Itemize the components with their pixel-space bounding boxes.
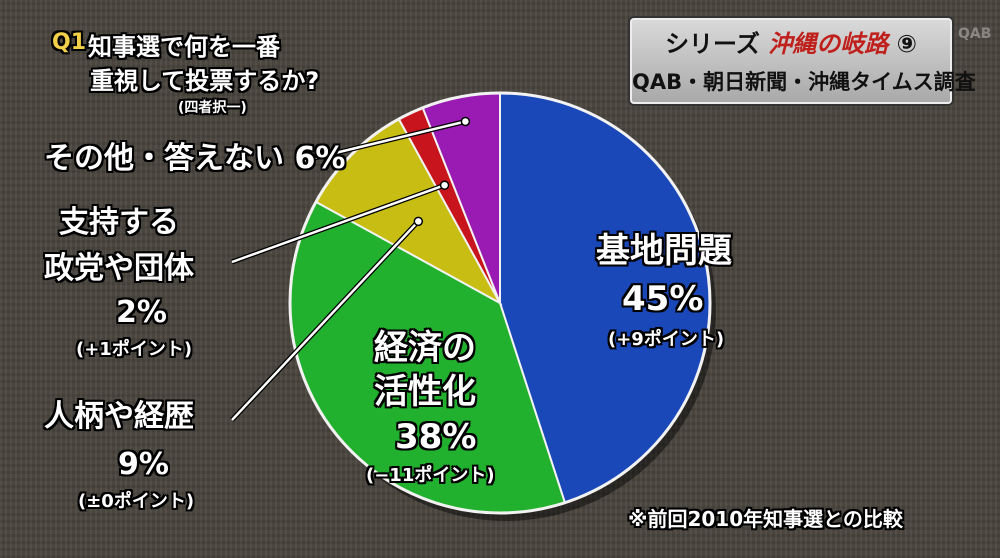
- slice-change-party: (+1ポイント): [76, 339, 193, 360]
- slice-label-personality: 人柄や経歴: [44, 399, 194, 434]
- slice-label-economy-line1: 経済の: [374, 328, 476, 368]
- pie-slices: [288, 91, 716, 521]
- pie-rim: [288, 91, 712, 515]
- question-title-line1: 知事選で何を一番: [88, 33, 280, 61]
- slice-label-other: その他・答えない 6%: [44, 141, 346, 176]
- slice-value-personality: 9%: [118, 447, 169, 482]
- question-badge: Q1: [52, 30, 87, 55]
- series-name: 沖縄の岐路: [768, 30, 889, 58]
- leader-personality-dot: [413, 216, 424, 227]
- slice-label-party: 支持する 政党や団体: [44, 200, 194, 292]
- series-title: シリーズ 沖縄の岐路 ⑨: [632, 24, 950, 59]
- series-prefix: シリーズ: [665, 30, 760, 58]
- slice-change-personality: (±0ポイント): [78, 491, 195, 512]
- slice-value-base: 45%: [622, 279, 704, 319]
- slice-label-base: 基地問題: [596, 231, 732, 271]
- slice-label-economy-line2: 活性化: [374, 372, 476, 412]
- series-sources: QAB・朝日新聞・沖縄タイムス調査: [632, 70, 976, 94]
- question-note: (四者択一): [178, 100, 247, 116]
- slice-value-economy: 38%: [395, 417, 477, 457]
- slice-change-economy: (−11ポイント): [366, 465, 495, 486]
- leader-party-dot: [439, 180, 450, 190]
- leader-personality: [231, 220, 420, 421]
- series-banner: シリーズ 沖縄の岐路 ⑨ QAB・朝日新聞・沖縄タイムス調査: [630, 18, 976, 104]
- question-title: 知事選で何を一番 重視して投票するか?: [88, 30, 319, 98]
- station-logo: QAB: [958, 26, 992, 42]
- leader-lines: [230, 116, 471, 422]
- slice-change-base: (+9ポイント): [608, 329, 725, 350]
- question-title-line2: 重視して投票するか?: [90, 67, 320, 95]
- comparison-footnote: ※前回2010年知事選との比較: [628, 507, 903, 531]
- series-number: ⑨: [896, 30, 917, 58]
- slice-label-party-line1: 支持する: [59, 205, 179, 240]
- slice-label-economy: 経済の 活性化: [374, 326, 476, 414]
- slice-value-party: 2%: [116, 295, 167, 330]
- leader-party: [231, 184, 445, 264]
- leader-other-dot: [460, 116, 471, 127]
- slice-label-party-line2: 政党や団体: [44, 251, 194, 286]
- leader-other: [297, 120, 466, 164]
